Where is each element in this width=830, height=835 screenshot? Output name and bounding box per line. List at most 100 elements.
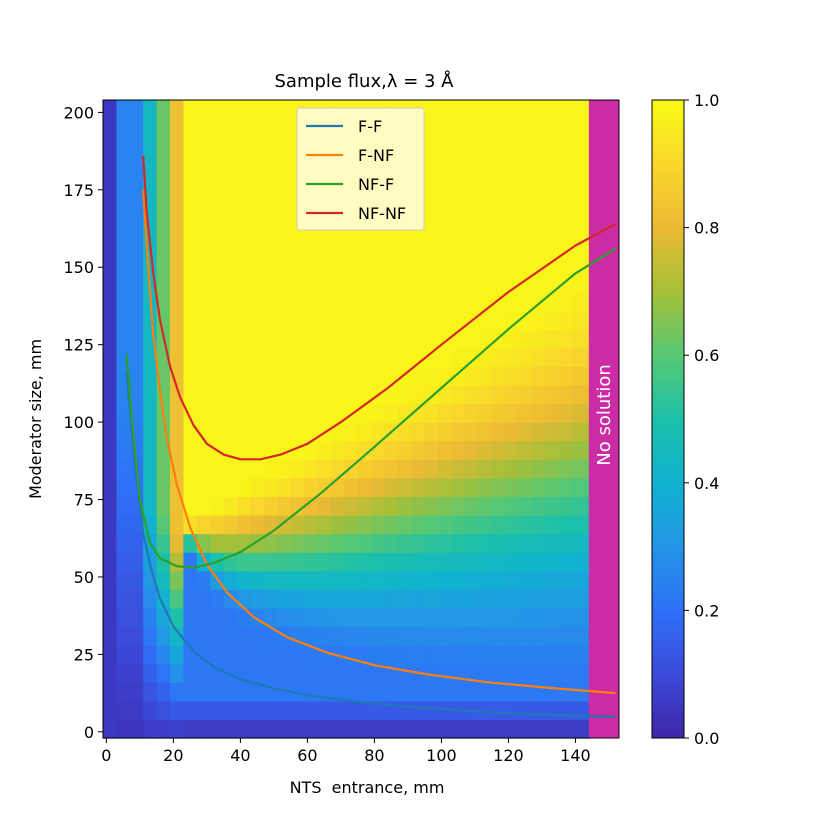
heatmap-cell xyxy=(585,254,590,275)
heatmap-cell xyxy=(223,645,238,665)
heatmap-cell xyxy=(237,719,252,739)
heatmap-cell xyxy=(357,422,372,442)
heatmap-cell xyxy=(196,106,211,126)
heatmap-cell xyxy=(103,477,117,498)
heatmap-cell xyxy=(424,440,439,460)
heatmap-cell xyxy=(344,589,359,609)
heatmap-cell xyxy=(357,682,372,702)
y-tick-label: 100 xyxy=(63,413,94,432)
heatmap-cell xyxy=(357,589,372,609)
heatmap-cell xyxy=(411,589,426,609)
heatmap-cell xyxy=(505,477,520,498)
heatmap-cell xyxy=(103,422,117,442)
heatmap-cell xyxy=(290,533,305,553)
heatmap-cell xyxy=(129,292,144,312)
heatmap-cell xyxy=(531,440,546,460)
heatmap-cell xyxy=(237,570,252,590)
heatmap-cell xyxy=(210,700,225,721)
heatmap-cell xyxy=(585,570,590,590)
heatmap-cell xyxy=(424,347,439,367)
heatmap-cell xyxy=(196,180,211,200)
heatmap-cell xyxy=(143,124,158,144)
heatmap-cell xyxy=(330,273,345,293)
heatmap-cell xyxy=(585,477,590,498)
heatmap-cell xyxy=(263,459,278,479)
heatmap-cell xyxy=(183,645,198,665)
heatmap-cell xyxy=(237,459,252,479)
heatmap-cell xyxy=(478,236,493,256)
heatmap-cell xyxy=(304,477,319,498)
heatmap-cell xyxy=(545,645,560,665)
heatmap-cell xyxy=(531,719,546,739)
heatmap-cell xyxy=(518,626,533,646)
heatmap-cell xyxy=(330,403,345,423)
heatmap-cell xyxy=(464,347,479,367)
heatmap-cell xyxy=(572,477,587,498)
heatmap-cell xyxy=(518,292,533,312)
heatmap-cell xyxy=(156,440,171,460)
heatmap-cell xyxy=(116,645,131,665)
heatmap-cell xyxy=(357,100,372,107)
heatmap-cell xyxy=(304,496,319,516)
heatmap-cell xyxy=(210,366,225,386)
colorbar-tick-label: 1.0 xyxy=(694,91,719,110)
heatmap-cell xyxy=(290,607,305,628)
heatmap-cell xyxy=(585,607,590,628)
heatmap-cell xyxy=(330,700,345,721)
heatmap-cell xyxy=(371,254,386,275)
heatmap-cell xyxy=(464,199,479,219)
heatmap-cell xyxy=(531,589,546,609)
heatmap-cell xyxy=(170,217,185,237)
heatmap-cell xyxy=(344,366,359,386)
heatmap-cell xyxy=(424,645,439,665)
heatmap-cell xyxy=(210,682,225,702)
x-tick-label: 60 xyxy=(297,746,317,765)
heatmap-cell xyxy=(196,682,211,702)
heatmap-cell xyxy=(277,459,292,479)
heatmap-cell xyxy=(545,292,560,312)
heatmap-cell xyxy=(558,663,573,683)
series-line-nf-f xyxy=(125,247,617,569)
heatmap-cell xyxy=(518,310,533,330)
heatmap-cell xyxy=(505,570,520,590)
heatmap-cell xyxy=(116,124,131,144)
heatmap-cell xyxy=(304,384,319,405)
heatmap-cell xyxy=(237,161,252,182)
heatmap-cell xyxy=(424,329,439,349)
heatmap-cell xyxy=(424,403,439,423)
heatmap-cell xyxy=(451,292,466,312)
heatmap-cell xyxy=(156,366,171,386)
heatmap-cell xyxy=(424,626,439,646)
heatmap-cell xyxy=(585,310,590,330)
legend-box xyxy=(296,107,425,231)
heatmap-cell xyxy=(545,143,560,163)
heatmap-cell xyxy=(143,366,158,386)
heatmap-cell xyxy=(478,459,493,479)
heatmap-cell xyxy=(196,515,211,535)
heatmap-cell xyxy=(397,477,412,498)
heatmap-cell xyxy=(451,347,466,367)
heatmap-cell xyxy=(357,254,372,275)
heatmap-cell xyxy=(250,515,265,535)
heatmap-cell xyxy=(424,663,439,683)
heatmap-cell xyxy=(371,366,386,386)
heatmap-cell xyxy=(558,143,573,163)
heatmap-cell xyxy=(344,552,359,572)
heatmap-cell xyxy=(478,180,493,200)
heatmap-cell xyxy=(129,366,144,386)
heatmap-cell xyxy=(183,106,198,126)
heatmap-cell xyxy=(397,310,412,330)
colorbar-gradient xyxy=(651,99,685,739)
heatmap-cell xyxy=(290,100,305,107)
heatmap-cell xyxy=(170,663,185,683)
heatmap-cell xyxy=(451,459,466,479)
heatmap-cell xyxy=(250,236,265,256)
heatmap-cell xyxy=(263,180,278,200)
heatmap-cell xyxy=(371,347,386,367)
heatmap-cell xyxy=(531,180,546,200)
heatmap-cell xyxy=(464,607,479,628)
heatmap-cell xyxy=(572,199,587,219)
heatmap-cell xyxy=(411,719,426,739)
heatmap-cell xyxy=(464,719,479,739)
heatmap-cell xyxy=(464,663,479,683)
